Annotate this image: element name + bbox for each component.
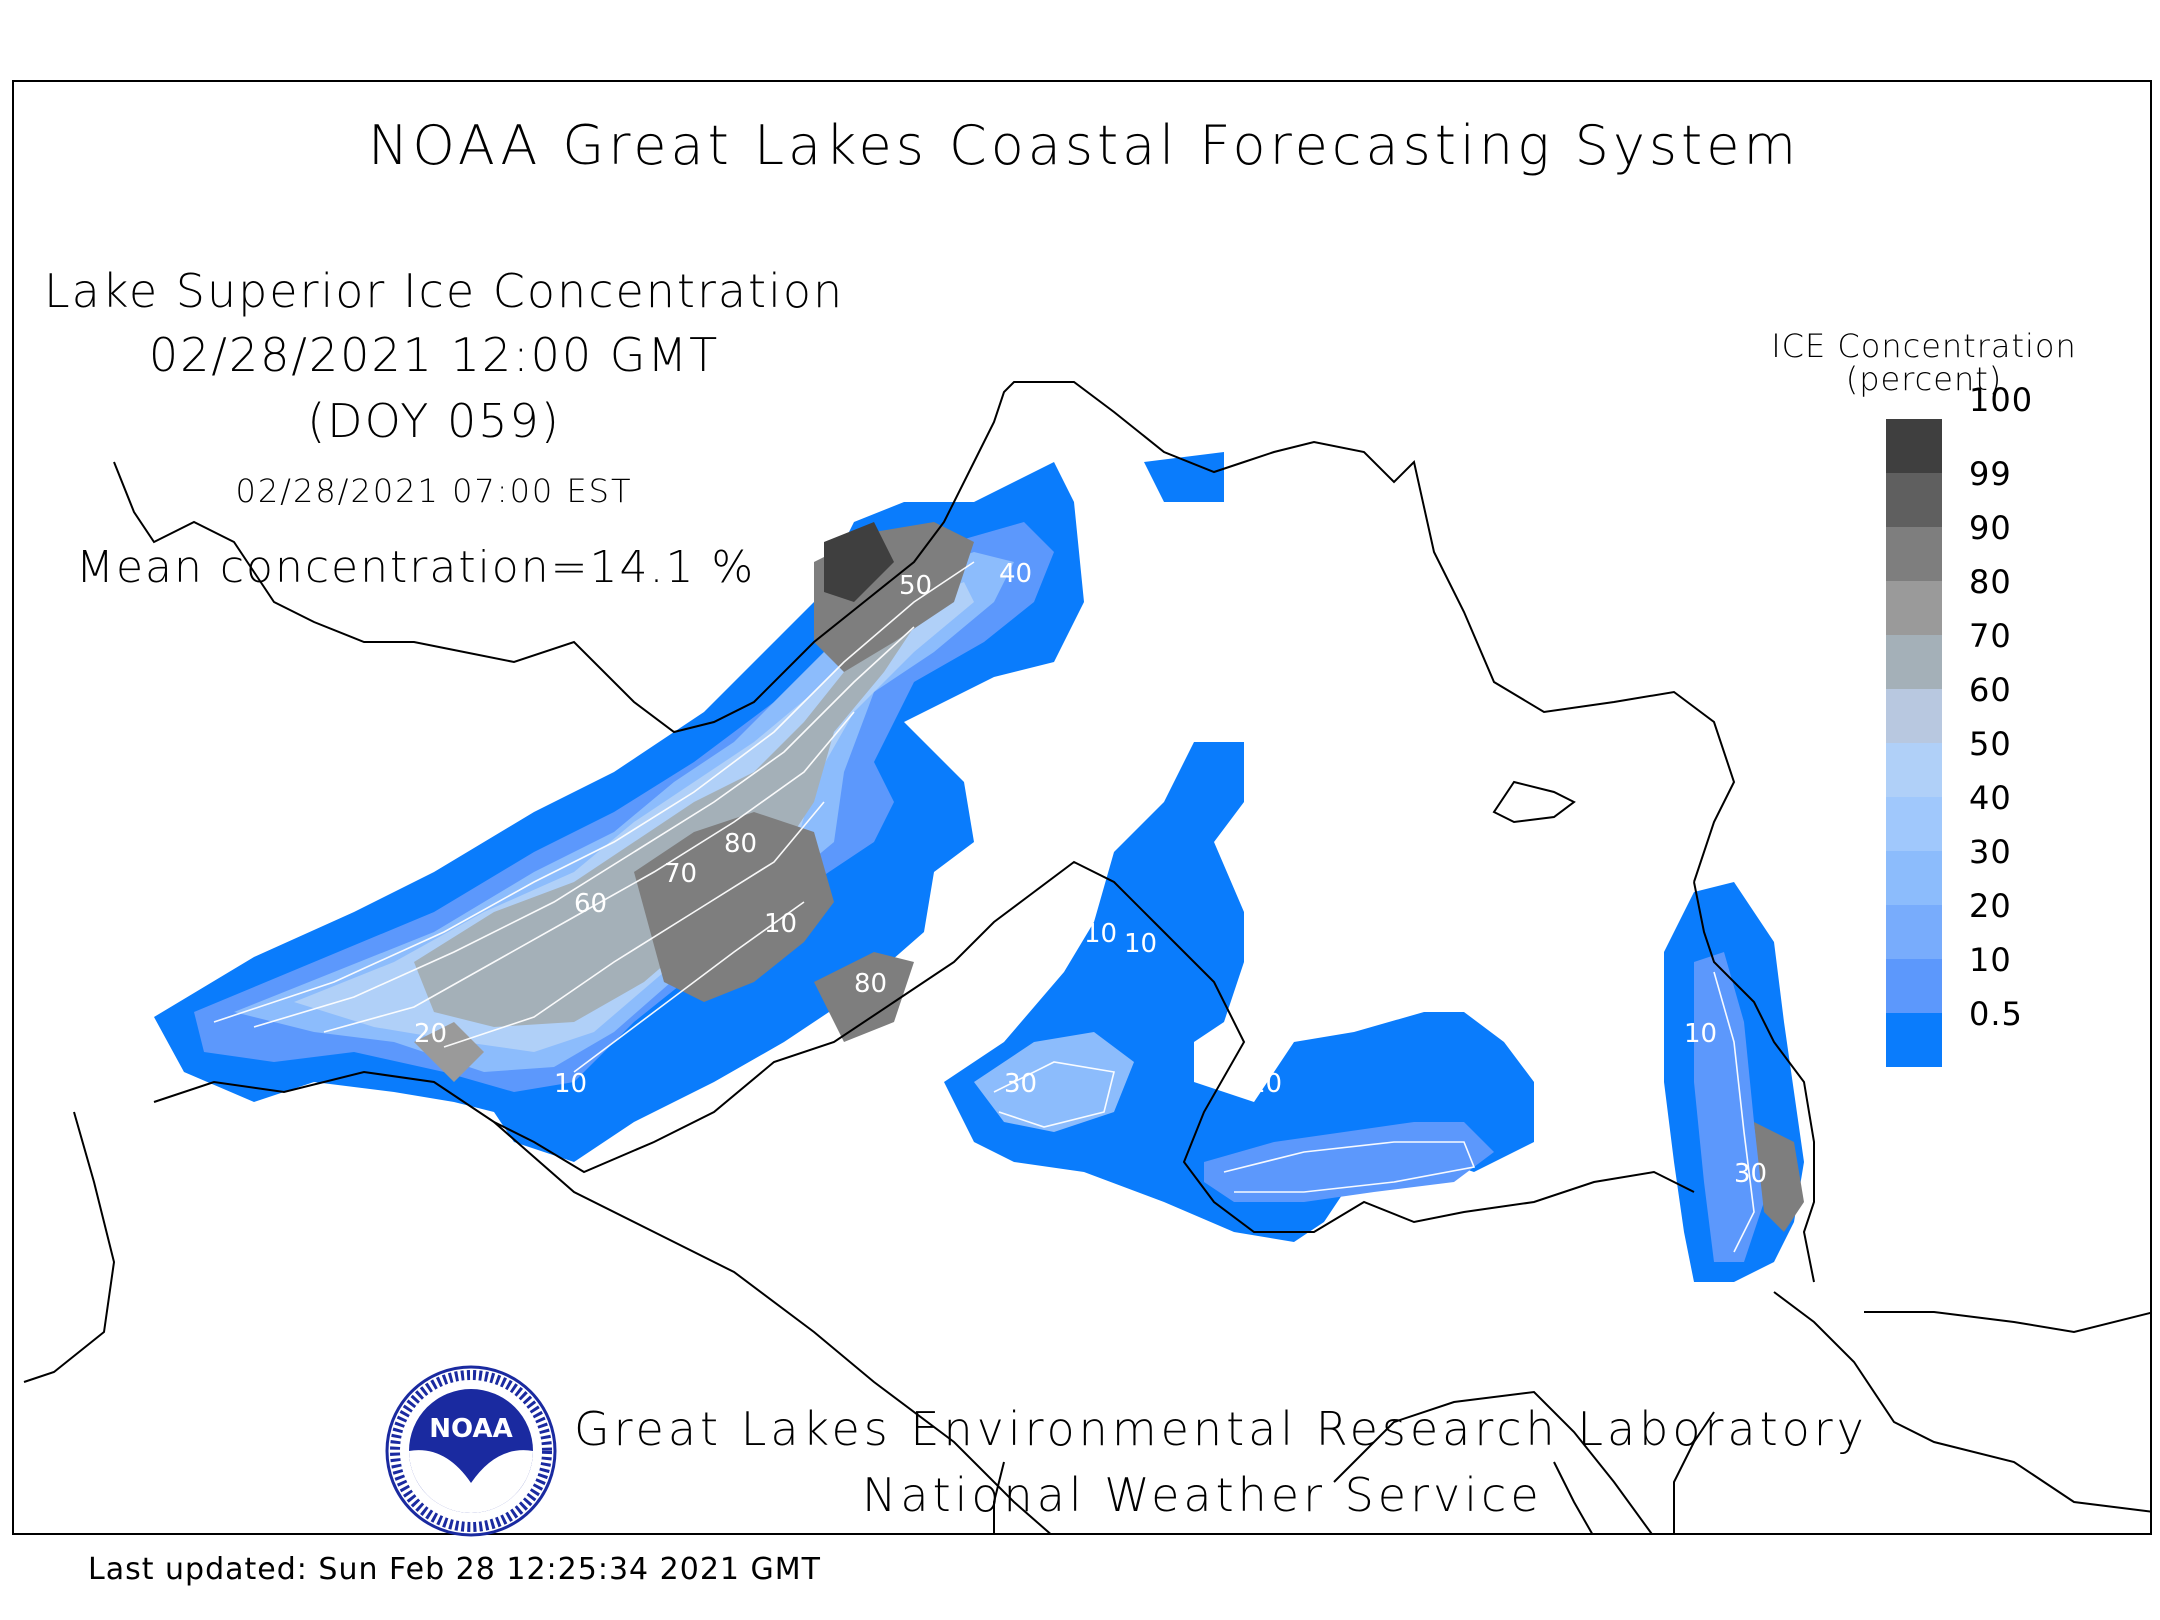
legend-swatch <box>1886 1013 1942 1067</box>
contour-label: 10 <box>1124 929 1157 959</box>
legend-color-bar <box>1886 419 1942 1067</box>
legend-label: 20 <box>1969 887 2012 925</box>
legend-title: ICE Concentration (percent) <box>1734 330 2114 396</box>
contour-label: 10 <box>764 909 797 939</box>
legend-label: 90 <box>1969 509 2012 547</box>
ice-patch-north <box>1144 452 1224 502</box>
contour-label: 30 <box>1734 1159 1767 1189</box>
map-frame: 50 40 80 70 60 10 80 10 10 10 30 10 10 2… <box>12 80 2152 1535</box>
day-of-year: (DOY 059) <box>307 394 561 448</box>
contour-label: 80 <box>724 829 757 859</box>
datetime-gmt: 02/28/2021 12:00 GMT <box>148 328 720 382</box>
legend-swatch <box>1886 419 1942 473</box>
legend-swatch <box>1886 851 1942 905</box>
contour-label-group: 50 40 80 70 60 10 80 10 10 10 30 10 10 2… <box>414 559 1767 1189</box>
contour-label: 70 <box>664 859 697 889</box>
legend-swatch <box>1886 473 1942 527</box>
ice-gradient <box>194 522 1804 1262</box>
contour-label: 60 <box>574 889 607 919</box>
legend-label: 80 <box>1969 563 2012 601</box>
legend-title-line1: ICE Concentration <box>1771 327 2077 365</box>
legend-swatch <box>1886 797 1942 851</box>
legend-swatch <box>1886 635 1942 689</box>
legend-label: 50 <box>1969 725 2012 763</box>
contour-lines <box>213 561 1755 1253</box>
contour-label: 10 <box>1249 1069 1282 1099</box>
contour-label: 50 <box>899 571 932 601</box>
map-subtitle: Lake Superior Ice Concentration <box>44 264 845 318</box>
legend-label: 30 <box>1969 833 2012 871</box>
contour-label: 10 <box>554 1069 587 1099</box>
contour-label: 80 <box>854 969 887 999</box>
contour-label: 40 <box>999 559 1032 589</box>
contour-label: 20 <box>414 1019 447 1049</box>
noaa-logo: NOAA <box>385 1365 557 1537</box>
ice-concentration-map: 50 40 80 70 60 10 80 10 10 10 30 10 10 2… <box>23 381 2150 1533</box>
legend-swatch <box>1886 689 1942 743</box>
contour-label: 30 <box>1004 1069 1037 1099</box>
contour-label: 10 <box>1684 1019 1717 1049</box>
legend-swatch <box>1886 581 1942 635</box>
service-name: National Weather Service <box>862 1468 1543 1522</box>
legend-swatch <box>1886 527 1942 581</box>
logo-text: NOAA <box>429 1414 512 1444</box>
contour-label: 10 <box>1084 919 1117 949</box>
coastlines <box>23 381 2150 1533</box>
legend-swatch <box>1886 959 1942 1013</box>
legend-label: 40 <box>1969 779 2012 817</box>
lab-name: Great Lakes Environmental Research Labor… <box>574 1402 1868 1456</box>
last-updated: Last updated: Sun Feb 28 12:25:34 2021 G… <box>88 1552 821 1587</box>
legend-title-line2: (percent) <box>1845 360 2003 398</box>
legend-swatch <box>1886 743 1942 797</box>
legend-label: 0.5 <box>1969 995 2023 1033</box>
legend-label: 100 <box>1969 381 2034 419</box>
page-title: NOAA Great Lakes Coastal Forecasting Sys… <box>367 114 1801 177</box>
legend-label: 70 <box>1969 617 2012 655</box>
legend-label: 10 <box>1969 941 2012 979</box>
datetime-est: 02/28/2021 07:00 EST <box>235 472 633 510</box>
legend-label: 60 <box>1969 671 2012 709</box>
mean-concentration: Mean concentration=14.1 % <box>76 542 756 593</box>
legend-label: 99 <box>1969 455 2012 493</box>
legend-swatch <box>1886 905 1942 959</box>
